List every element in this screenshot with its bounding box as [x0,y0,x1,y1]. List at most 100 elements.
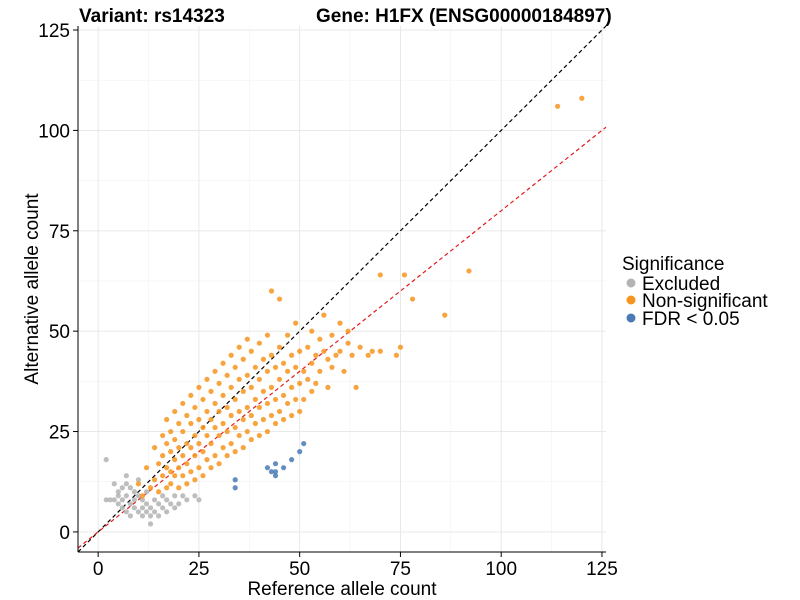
point-fdr-0-05 [268,469,275,475]
point-excluded [139,513,146,519]
point-non-significant [212,424,218,431]
point-non-significant [196,465,202,471]
x-tick-label: 0 [93,559,104,580]
point-non-significant [168,469,174,475]
point-excluded [131,497,138,503]
point-non-significant [256,340,262,346]
point-excluded [172,493,178,499]
point-fdr-0-05 [301,440,307,447]
point-non-significant [248,436,254,443]
point-non-significant [188,469,194,475]
point-non-significant [256,376,262,382]
point-non-significant [313,380,319,386]
point-non-significant [232,364,238,370]
point-excluded [115,501,121,507]
point-excluded [127,485,133,491]
legend-swatch-fdr [626,313,636,323]
point-excluded [103,497,109,503]
point-non-significant [216,380,222,386]
point-non-significant [172,408,178,415]
point-non-significant [317,368,323,374]
point-excluded [123,509,129,515]
point-non-significant [212,368,218,374]
x-tick-label: 75 [390,559,411,580]
point-non-significant [188,392,194,399]
point-excluded [127,501,133,507]
point-non-significant [276,408,283,415]
point-non-significant [196,440,202,447]
point-non-significant [240,416,246,423]
point-excluded [143,489,150,495]
point-non-significant [156,489,162,495]
point-non-significant [236,432,242,439]
point-non-significant [244,336,250,342]
point-excluded [111,481,117,487]
point-non-significant [180,428,186,435]
point-fdr-0-05 [272,469,279,475]
point-non-significant [168,481,174,487]
point-non-significant [579,95,585,101]
point-excluded [139,497,146,503]
point-non-significant [220,445,226,451]
point-non-significant [409,296,416,302]
point-non-significant [139,493,146,499]
point-non-significant [240,388,246,394]
point-non-significant [220,360,226,366]
point-excluded [119,485,125,491]
point-non-significant [232,424,238,431]
point-non-significant [164,440,170,447]
point-non-significant [393,352,400,358]
reference-line-identity [77,25,607,553]
point-non-significant [188,445,194,451]
point-non-significant [341,368,347,374]
point-excluded [135,509,142,515]
point-non-significant [236,344,242,350]
point-non-significant [192,404,198,411]
y-tick-label: 100 [38,121,70,142]
point-excluded [131,489,138,495]
point-non-significant [252,396,258,403]
point-excluded [172,505,178,511]
point-non-significant [188,420,194,427]
point-non-significant [220,420,226,427]
point-non-significant [204,457,210,463]
point-non-significant [260,416,267,423]
point-non-significant [377,272,383,278]
point-non-significant [156,461,162,467]
point-non-significant [321,348,327,354]
point-non-significant [284,332,291,338]
point-non-significant [192,477,198,483]
point-non-significant [172,436,178,443]
point-excluded [123,473,129,479]
y-tick-label: 50 [49,322,70,343]
point-non-significant [337,348,343,354]
point-non-significant [172,457,178,463]
x-ticks: 0 25 50 75 100 125 [93,552,618,580]
point-non-significant [252,420,258,427]
point-non-significant [168,449,174,455]
point-non-significant [321,312,327,318]
point-non-significant [353,384,359,390]
point-non-significant [365,352,371,358]
point-non-significant [192,453,198,459]
point-non-significant [317,336,323,342]
point-non-significant [309,360,315,366]
point-non-significant [264,368,271,374]
point-fdr-0-05 [297,449,303,455]
point-non-significant [200,424,206,431]
axes [77,26,606,553]
point-non-significant [305,376,311,382]
point-non-significant [216,432,222,439]
point-non-significant [293,320,299,326]
point-fdr-0-05 [289,457,295,463]
point-excluded [164,509,170,515]
point-excluded [119,505,125,511]
point-non-significant [305,344,311,350]
point-excluded [143,501,150,507]
point-non-significant [212,400,218,407]
reference-lines [77,25,607,553]
point-non-significant [147,485,154,491]
point-non-significant [264,400,271,407]
point-excluded [123,481,129,487]
